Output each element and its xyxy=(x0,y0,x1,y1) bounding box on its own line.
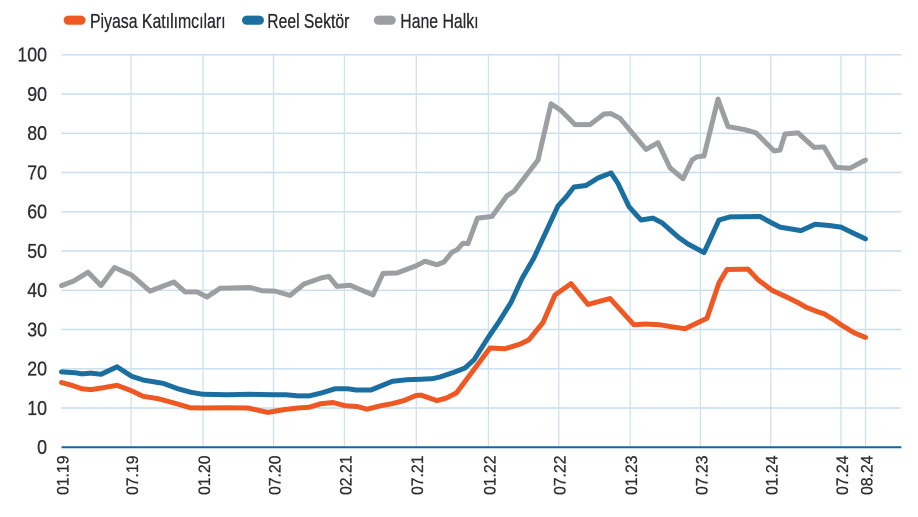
svg-text:01.22: 01.22 xyxy=(480,456,499,496)
svg-text:90: 90 xyxy=(27,84,47,106)
svg-text:01.20: 01.20 xyxy=(195,456,214,496)
svg-text:Reel Sektör: Reel Sektör xyxy=(267,11,349,33)
svg-text:0: 0 xyxy=(37,437,47,459)
svg-text:70: 70 xyxy=(27,162,47,184)
svg-text:Piyasa Katılımcıları: Piyasa Katılımcıları xyxy=(90,11,226,33)
svg-text:07.23: 07.23 xyxy=(692,456,711,496)
svg-text:07.21: 07.21 xyxy=(408,456,427,496)
svg-text:100: 100 xyxy=(17,45,47,67)
svg-text:50: 50 xyxy=(27,241,47,263)
svg-text:07.20: 07.20 xyxy=(265,456,284,496)
svg-text:40: 40 xyxy=(27,280,47,302)
svg-text:30: 30 xyxy=(27,319,47,341)
svg-text:80: 80 xyxy=(27,123,47,145)
svg-text:07.19: 07.19 xyxy=(123,456,142,496)
svg-text:01.19: 01.19 xyxy=(53,456,72,496)
svg-text:60: 60 xyxy=(27,202,47,224)
svg-text:20: 20 xyxy=(27,359,47,381)
svg-text:07.22: 07.22 xyxy=(551,456,570,496)
svg-text:08.24: 08.24 xyxy=(857,456,876,496)
svg-text:02.21: 02.21 xyxy=(336,456,355,496)
svg-text:10: 10 xyxy=(27,398,47,420)
svg-text:01.24: 01.24 xyxy=(763,456,782,496)
svg-text:07.24: 07.24 xyxy=(833,456,852,496)
svg-text:Hane Halkı: Hane Halkı xyxy=(400,11,478,33)
svg-text:01.23: 01.23 xyxy=(622,456,641,496)
